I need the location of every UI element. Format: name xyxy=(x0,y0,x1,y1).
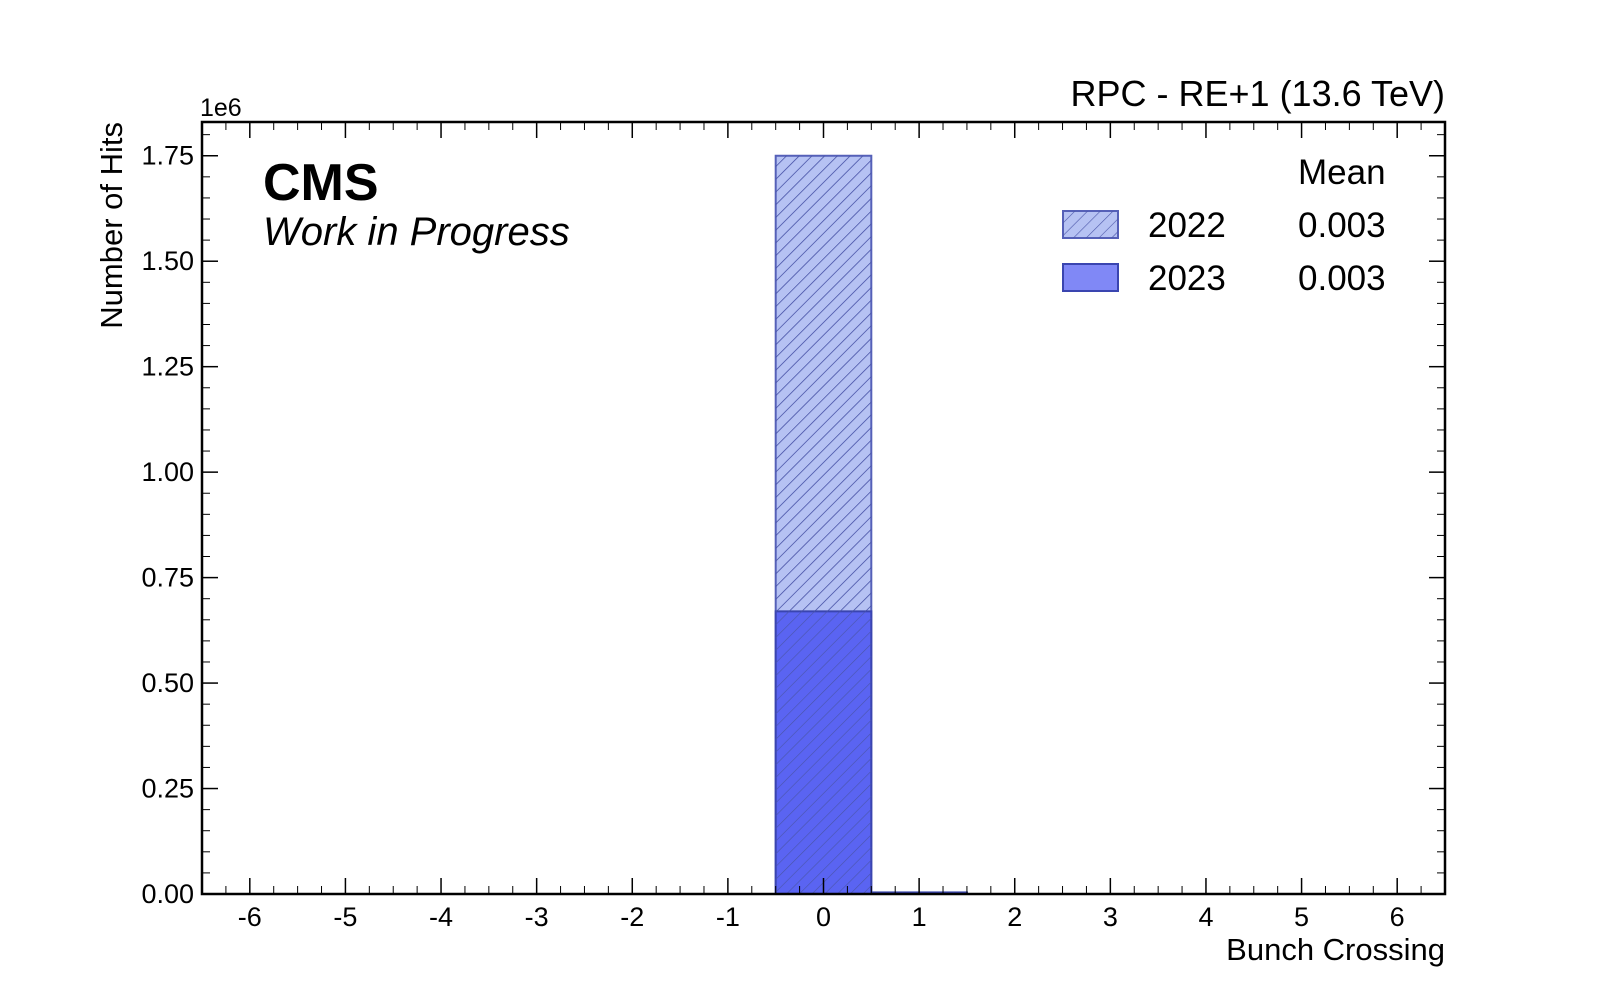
x-tick-label: -1 xyxy=(716,902,740,932)
x-tick-label: 2 xyxy=(1007,902,1022,932)
x-tick-label: -6 xyxy=(238,902,262,932)
legend-header: Mean xyxy=(1298,153,1386,192)
legend-entry-2023: 2023 0.003 xyxy=(1062,259,1386,298)
x-tick-label: 5 xyxy=(1294,902,1309,932)
y-exponent-label: 1e6 xyxy=(200,94,242,122)
legend-mean-2022: 0.003 xyxy=(1298,206,1386,245)
bars-layer xyxy=(774,154,968,895)
plot-frame xyxy=(200,120,1447,896)
legend-label-2023: 2023 xyxy=(1148,259,1226,298)
x-tick-label: 3 xyxy=(1103,902,1118,932)
legend-label-2022: 2022 xyxy=(1148,206,1226,245)
bar-overlay-hatch-2022-bin-0 xyxy=(775,155,872,894)
cms-label: CMS xyxy=(263,154,379,212)
ticks-layer: -6 -5 -4 -3 -2 -1 0 1 2 3 4 5 6 0.00 0.25 0.50 0.75 1.00 1… xyxy=(141,122,1446,932)
legend-swatch-2023 xyxy=(1062,263,1119,292)
x-tick-label: -2 xyxy=(620,902,644,932)
status-label: Work in Progress xyxy=(263,210,570,254)
legend-entry-2022: 2022 0.003 xyxy=(1062,206,1386,245)
y-tick-label: 0.50 xyxy=(141,668,194,698)
y-tick-label: 0.25 xyxy=(141,774,194,804)
y-tick-label: 1.50 xyxy=(141,246,194,276)
x-tick-label: -3 xyxy=(525,902,549,932)
legend-swatch-2022-hatch xyxy=(1063,211,1118,238)
x-tick-label: 4 xyxy=(1198,902,1213,932)
y-tick-label: 0.75 xyxy=(141,563,194,593)
y-tick-label: 1.25 xyxy=(141,352,194,382)
legend-mean-2023: 0.003 xyxy=(1298,259,1386,298)
x-tick-label: -4 xyxy=(429,902,453,932)
y-tick-label: 0.00 xyxy=(141,879,194,909)
y-axis-label: Number of Hits xyxy=(94,122,129,329)
legend: Mean 2022 0.003 2023 0.003 xyxy=(1062,153,1386,298)
x-tick-label: -5 xyxy=(333,902,357,932)
x-tick-label: 0 xyxy=(816,902,831,932)
x-axis-label: Bunch Crossing xyxy=(1226,932,1445,967)
x-tick-label: 6 xyxy=(1390,902,1405,932)
x-tick-label: 1 xyxy=(912,902,927,932)
y-tick-label: 1.75 xyxy=(141,141,194,171)
y-tick-label: 1.00 xyxy=(141,457,194,487)
chart-title: RPC - RE+1 (13.6 TeV) xyxy=(1071,73,1445,114)
